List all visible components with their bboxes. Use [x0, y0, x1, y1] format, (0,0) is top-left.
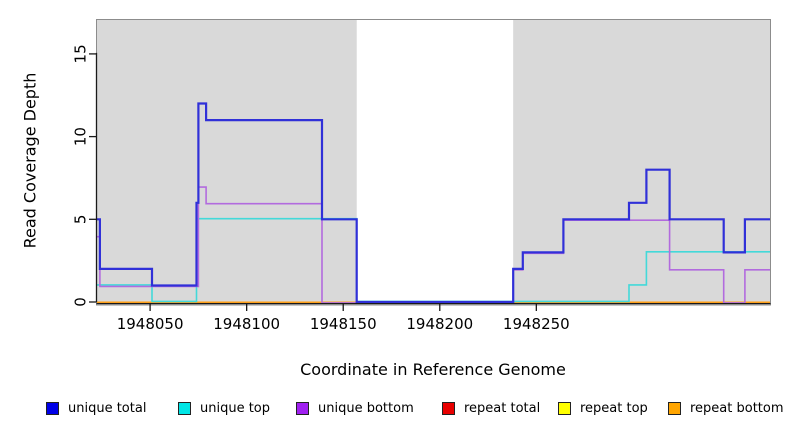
y-tick-label: 15: [72, 44, 90, 63]
legend-swatch-icon: [442, 401, 455, 415]
y-tick-label: 0: [72, 297, 90, 307]
legend-swatch-icon: [46, 401, 59, 415]
series-line-unique-total: [97, 102, 770, 304]
legend-swatch-icon: [558, 401, 571, 415]
shaded-region: [513, 20, 770, 304]
legend-label: unique bottom: [318, 400, 414, 416]
x-tick-label: 1948150: [310, 315, 377, 333]
legend-item-repeat-bottom: repeat bottom: [668, 399, 784, 417]
legend-item-unique-bottom: unique bottom: [296, 399, 414, 417]
x-axis-title: Coordinate in Reference Genome: [300, 360, 566, 379]
legend-label: repeat top: [580, 400, 648, 416]
y-tick-label: 10: [72, 127, 90, 146]
legend-swatch-icon: [178, 401, 191, 415]
legend-label: repeat bottom: [690, 400, 784, 416]
legend-label: repeat total: [464, 400, 541, 416]
x-tick-label: 1948200: [406, 315, 473, 333]
legend-label: unique top: [200, 400, 271, 416]
legend-swatch-icon: [296, 401, 309, 415]
legend: unique total unique top unique bottom repea…: [0, 399, 792, 421]
legend-label: unique total: [68, 400, 147, 416]
y-tick-label: 5: [72, 215, 90, 225]
y-axis-title: Read Coverage Depth: [20, 72, 40, 249]
legend-item-repeat-top: repeat top: [558, 399, 648, 417]
legend-swatch-icon: [668, 401, 681, 415]
shaded-region: [97, 20, 357, 304]
legend-item-repeat-total: repeat total: [442, 399, 540, 417]
legend-item-unique-total: unique total: [46, 399, 146, 417]
x-tick-label: 1948100: [213, 315, 280, 333]
x-tick-label: 1948250: [503, 315, 570, 333]
x-tick-label: 1948050: [117, 315, 184, 333]
legend-item-unique-top: unique top: [178, 399, 270, 417]
